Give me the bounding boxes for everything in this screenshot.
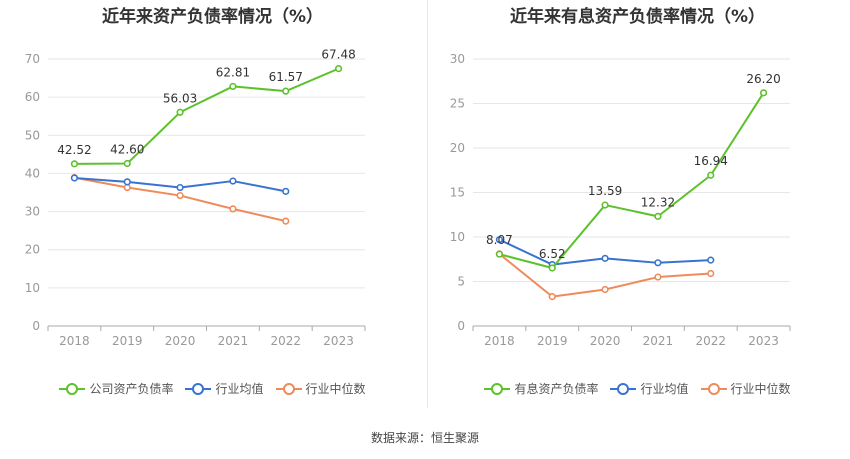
x-tick-label: 2020 [590, 334, 621, 348]
data-point-industry-avg [123, 178, 131, 186]
data-label: 67.48 [321, 48, 355, 62]
data-point-company [176, 108, 184, 116]
legend: 公司资产负债率 行业均值 行业中位数 [0, 380, 425, 397]
series-line-company [74, 67, 339, 165]
data-point-industry-median [707, 269, 715, 278]
y-tick-label: 10 [25, 281, 40, 295]
data-point-industry-median [601, 285, 609, 294]
data-label: 13.59 [588, 184, 622, 198]
data-label: 16.94 [694, 154, 728, 168]
data-point-industry-median [282, 217, 290, 225]
y-tick-label: 30 [450, 52, 465, 66]
legend-item-industry-avg[interactable]: 行业均值 [185, 380, 264, 397]
data-point-industry-avg [176, 183, 184, 192]
legend-item-company[interactable]: 有息资产负债率 [484, 380, 598, 397]
legend-swatch-industry-avg [610, 382, 637, 395]
chart-asset-liability-ratio: 近年来资产负债率情况（%） 0 10 20 30 40 50 60 70 2018 2019 202… [0, 0, 425, 420]
data-point-industry-median [123, 183, 131, 192]
data-label: 42.52 [57, 143, 91, 157]
data-point-industry-median [176, 191, 184, 200]
data-point-company [759, 89, 768, 97]
legend-item-industry-median[interactable]: 行业中位数 [275, 380, 366, 397]
x-tick-label: 2021 [218, 334, 249, 348]
y-tick-label: 70 [25, 52, 40, 66]
y-tick-label: 40 [25, 166, 40, 180]
data-point-industry-median [548, 293, 556, 301]
y-tick-label: 25 [450, 97, 465, 111]
x-tick-label: 2018 [484, 334, 515, 348]
legend-label: 行业均值 [640, 382, 689, 396]
data-point-industry-avg [601, 254, 609, 262]
x-tick-label: 2023 [323, 334, 354, 348]
plot-area: 0 10 20 30 40 50 60 70 2018 2019 2020 2021 2022 2023 4… [25, 48, 366, 348]
x-tick-label: 2019 [537, 334, 568, 348]
data-point-industry-avg [707, 256, 715, 264]
data-label: 42.60 [110, 143, 144, 157]
panel-divider [427, 0, 428, 408]
y-tick-label: 50 [25, 128, 40, 142]
x-tick-label: 2022 [695, 334, 726, 348]
data-label: 61.57 [269, 70, 303, 84]
data-point-industry-median [654, 273, 662, 281]
legend-swatch-industry-avg [185, 382, 212, 395]
data-label: 56.03 [163, 91, 197, 105]
y-tick-label: 20 [25, 243, 40, 257]
chart-interest-bearing-liability-ratio: 近年来有息资产负债率情况（%） 0 5 10 15 20 25 30 2018 2019 2020… [425, 0, 850, 420]
data-label: 12.32 [641, 195, 675, 209]
y-tick-label: 10 [450, 230, 465, 244]
chart-title: 近年来有息资产负债率情况（%） [509, 7, 766, 27]
data-source-note: 数据来源：恒生聚源 [370, 431, 479, 445]
legend-swatch-industry-median [275, 382, 302, 395]
data-point-company [548, 264, 556, 272]
y-tick-label: 60 [25, 90, 40, 104]
y-tick-label: 5 [457, 275, 465, 289]
data-label: 8.07 [486, 233, 513, 247]
plot-area: 0 5 10 15 20 25 30 2018 2019 2020 2021 2022 2023 8.07… [450, 52, 791, 348]
x-tick-label: 2022 [270, 334, 301, 348]
legend-item-industry-avg[interactable]: 行业均值 [610, 380, 689, 397]
legend-label: 公司资产负债率 [89, 382, 174, 396]
legend-label: 有息资产负债率 [514, 382, 599, 396]
data-point-industry-avg [495, 236, 504, 244]
legend-label: 行业中位数 [730, 382, 791, 396]
legend-swatch-company [484, 382, 511, 395]
y-tick-label: 0 [457, 319, 465, 333]
y-tick-label: 20 [450, 141, 465, 155]
data-point-company [282, 87, 290, 95]
legend-item-company[interactable]: 公司资产负债率 [59, 380, 173, 397]
data-point-industry-median [229, 205, 237, 213]
data-point-company [70, 160, 79, 168]
data-point-industry-avg [282, 187, 290, 195]
data-point-company [654, 212, 662, 220]
y-tick-label: 0 [32, 319, 40, 333]
y-tick-label: 30 [25, 205, 40, 219]
legend-swatch-industry-median [700, 382, 727, 395]
data-point-industry-avg [229, 177, 237, 185]
x-tick-label: 2023 [748, 334, 779, 348]
data-point-company [123, 159, 131, 168]
data-point-company [229, 82, 237, 91]
data-label: 26.20 [746, 72, 780, 86]
data-point-company [334, 65, 343, 73]
y-tick-label: 15 [450, 186, 465, 200]
legend: 有息资产负债率 行业均值 行业中位数 [425, 380, 850, 397]
data-point-industry-avg [70, 174, 79, 182]
chart-title: 近年来资产负债率情况（%） [101, 7, 324, 27]
data-label: 6.52 [539, 247, 566, 261]
data-point-company [601, 201, 609, 209]
x-tick-label: 2018 [59, 334, 90, 348]
legend-swatch-company [59, 382, 86, 395]
legend-label: 行业中位数 [305, 382, 366, 396]
x-tick-label: 2019 [112, 334, 143, 348]
legend-item-industry-median[interactable]: 行业中位数 [700, 380, 791, 397]
data-point-industry-avg [654, 259, 662, 267]
legend-label: 行业均值 [215, 382, 264, 396]
x-tick-label: 2021 [643, 334, 674, 348]
data-label: 62.81 [216, 65, 250, 79]
x-tick-label: 2020 [165, 334, 196, 348]
data-point-company [495, 250, 504, 258]
series-line-company [499, 92, 765, 269]
data-point-company [707, 171, 715, 179]
